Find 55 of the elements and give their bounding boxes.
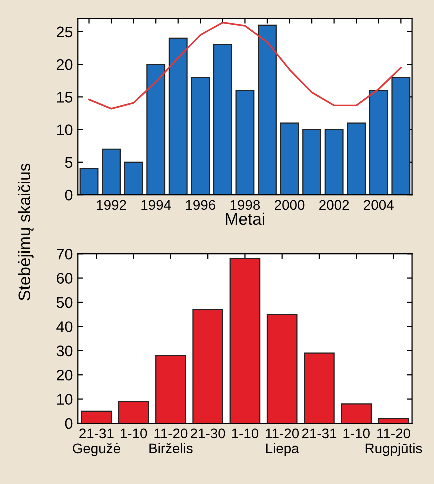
- x-tick-label: 21-30: [191, 428, 226, 439]
- y-tick-label: 20: [57, 370, 73, 381]
- x-axis-title: Metai: [226, 212, 264, 226]
- y-tick-label: 25: [57, 26, 73, 38]
- x-tick-label: 2002: [320, 200, 350, 210]
- bar: [124, 162, 144, 196]
- x-tick-label: 21-31 Gegužė: [73, 428, 120, 456]
- y-tick-label: 40: [56, 322, 73, 332]
- x-tick-label: 1994: [142, 200, 172, 210]
- bar: [192, 309, 224, 424]
- bar: [156, 355, 186, 424]
- line-series: [88, 22, 402, 110]
- y-tick-label: 20: [57, 59, 73, 70]
- bar: [266, 314, 298, 424]
- x-tick-label: 1-10: [232, 428, 259, 439]
- x-tick-label: 2000: [275, 200, 305, 210]
- bar: [304, 352, 335, 424]
- y-tick-label: 60: [57, 273, 73, 284]
- bar: [324, 129, 344, 196]
- bar: [102, 148, 122, 196]
- bar: [369, 90, 388, 196]
- bar: [81, 410, 112, 424]
- x-tick-label: 1996: [186, 200, 216, 210]
- x-tick-label: 1992: [97, 200, 126, 210]
- y-tick-label: 0: [65, 418, 73, 430]
- y-tick-label: 30: [56, 346, 73, 357]
- bar: [213, 44, 232, 196]
- y-tick-label: 70: [57, 248, 73, 260]
- x-tick-label: 1-10: [344, 428, 370, 439]
- bar: [280, 122, 300, 196]
- bar: [258, 24, 277, 196]
- y-tick-label: 10: [57, 394, 73, 405]
- bar: [168, 38, 188, 196]
- y-tick-label: 0: [65, 190, 73, 201]
- bar: [236, 90, 255, 196]
- bar: [118, 401, 150, 424]
- bar: [146, 64, 166, 196]
- bar: [302, 129, 322, 196]
- y-axis-title: Stebėjimų skaičius: [18, 164, 34, 301]
- bar: [341, 404, 372, 424]
- bar: [80, 168, 99, 196]
- y-tick-label: 50: [56, 297, 73, 308]
- y-tick-label: 15: [57, 92, 73, 103]
- y-tick-label: 5: [65, 157, 73, 168]
- x-tick-label: 11-20 Liepa: [266, 428, 300, 456]
- bar: [392, 77, 411, 196]
- y-tick-label: 10: [57, 124, 73, 136]
- x-tick-label: 2004: [364, 200, 394, 210]
- bar: [191, 77, 210, 196]
- bar: [347, 122, 366, 196]
- bar: [378, 418, 410, 424]
- x-tick-label: 1-10: [120, 428, 148, 439]
- x-tick-label: 21-31: [302, 428, 337, 439]
- x-tick-label: 1998: [230, 200, 260, 210]
- bar: [230, 258, 261, 424]
